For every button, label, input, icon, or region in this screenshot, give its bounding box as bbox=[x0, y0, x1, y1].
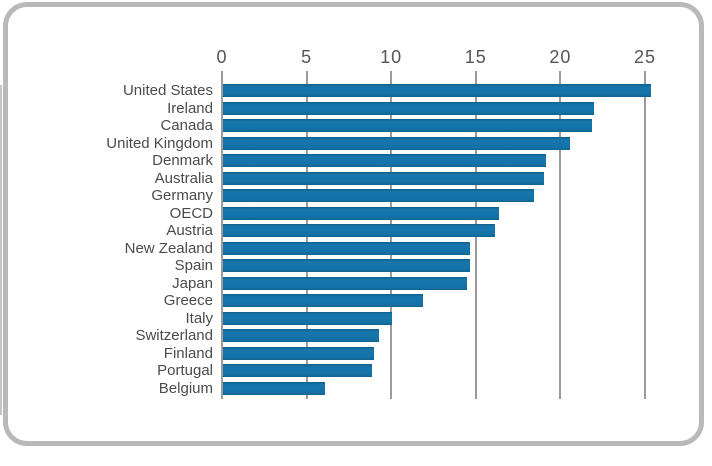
x-axis-tick-mark bbox=[644, 71, 646, 80]
bar bbox=[223, 259, 471, 273]
bar bbox=[223, 276, 467, 290]
category-label: Finland bbox=[163, 344, 213, 362]
bar bbox=[223, 84, 652, 97]
bar bbox=[223, 311, 393, 325]
category-label: Australia bbox=[154, 169, 213, 187]
gridline bbox=[559, 80, 562, 399]
category-label: Spain bbox=[174, 257, 213, 275]
x-axis-tick-mark bbox=[559, 71, 562, 80]
x-axis-tick-label: 25 bbox=[633, 47, 657, 67]
x-axis-tick-label: 0 bbox=[216, 47, 228, 67]
bar bbox=[223, 206, 499, 220]
bar bbox=[223, 329, 379, 343]
bar bbox=[223, 364, 372, 378]
bar bbox=[223, 119, 592, 133]
x-axis-tick-label: 20 bbox=[549, 47, 572, 67]
bar bbox=[223, 101, 594, 115]
bar bbox=[223, 189, 535, 203]
bar bbox=[223, 171, 545, 185]
bar bbox=[223, 294, 423, 308]
category-label: Belgium bbox=[158, 380, 213, 397]
category-label: Denmark bbox=[152, 152, 213, 170]
category-label: Canada bbox=[160, 117, 213, 135]
x-axis-tick-mark bbox=[305, 71, 308, 80]
x-axis-tick-label: 5 bbox=[301, 47, 313, 67]
x-axis-tick-label: 15 bbox=[464, 47, 487, 67]
x-axis-tick-label: 10 bbox=[380, 47, 403, 67]
gridline bbox=[221, 80, 223, 399]
category-label: Ireland bbox=[167, 99, 213, 117]
gridline bbox=[305, 80, 308, 399]
x-axis-tick-mark bbox=[390, 71, 393, 80]
category-label: New Zealand bbox=[124, 239, 213, 257]
gridline bbox=[644, 80, 646, 399]
gridline bbox=[390, 80, 393, 399]
bar bbox=[223, 241, 471, 255]
gridline bbox=[474, 80, 477, 399]
category-label: OECD bbox=[169, 204, 213, 222]
category-label: Switzerland bbox=[135, 327, 213, 345]
x-axis-tick-mark bbox=[474, 71, 477, 80]
category-label: Germany bbox=[151, 187, 213, 205]
bar bbox=[223, 154, 547, 168]
x-axis-tick-mark bbox=[221, 71, 223, 80]
background-frame-edge bbox=[0, 85, 2, 415]
bar bbox=[223, 136, 570, 150]
category-label: Greece bbox=[163, 292, 213, 310]
category-label: Austria bbox=[166, 222, 213, 240]
bar bbox=[223, 224, 496, 238]
category-label: United Kingdom bbox=[106, 134, 213, 152]
category-label: Japan bbox=[172, 274, 213, 292]
bar bbox=[223, 346, 374, 360]
category-label: Italy bbox=[185, 309, 213, 327]
bar bbox=[223, 382, 325, 395]
category-label: United States bbox=[122, 82, 213, 99]
category-label: Portugal bbox=[157, 362, 213, 380]
